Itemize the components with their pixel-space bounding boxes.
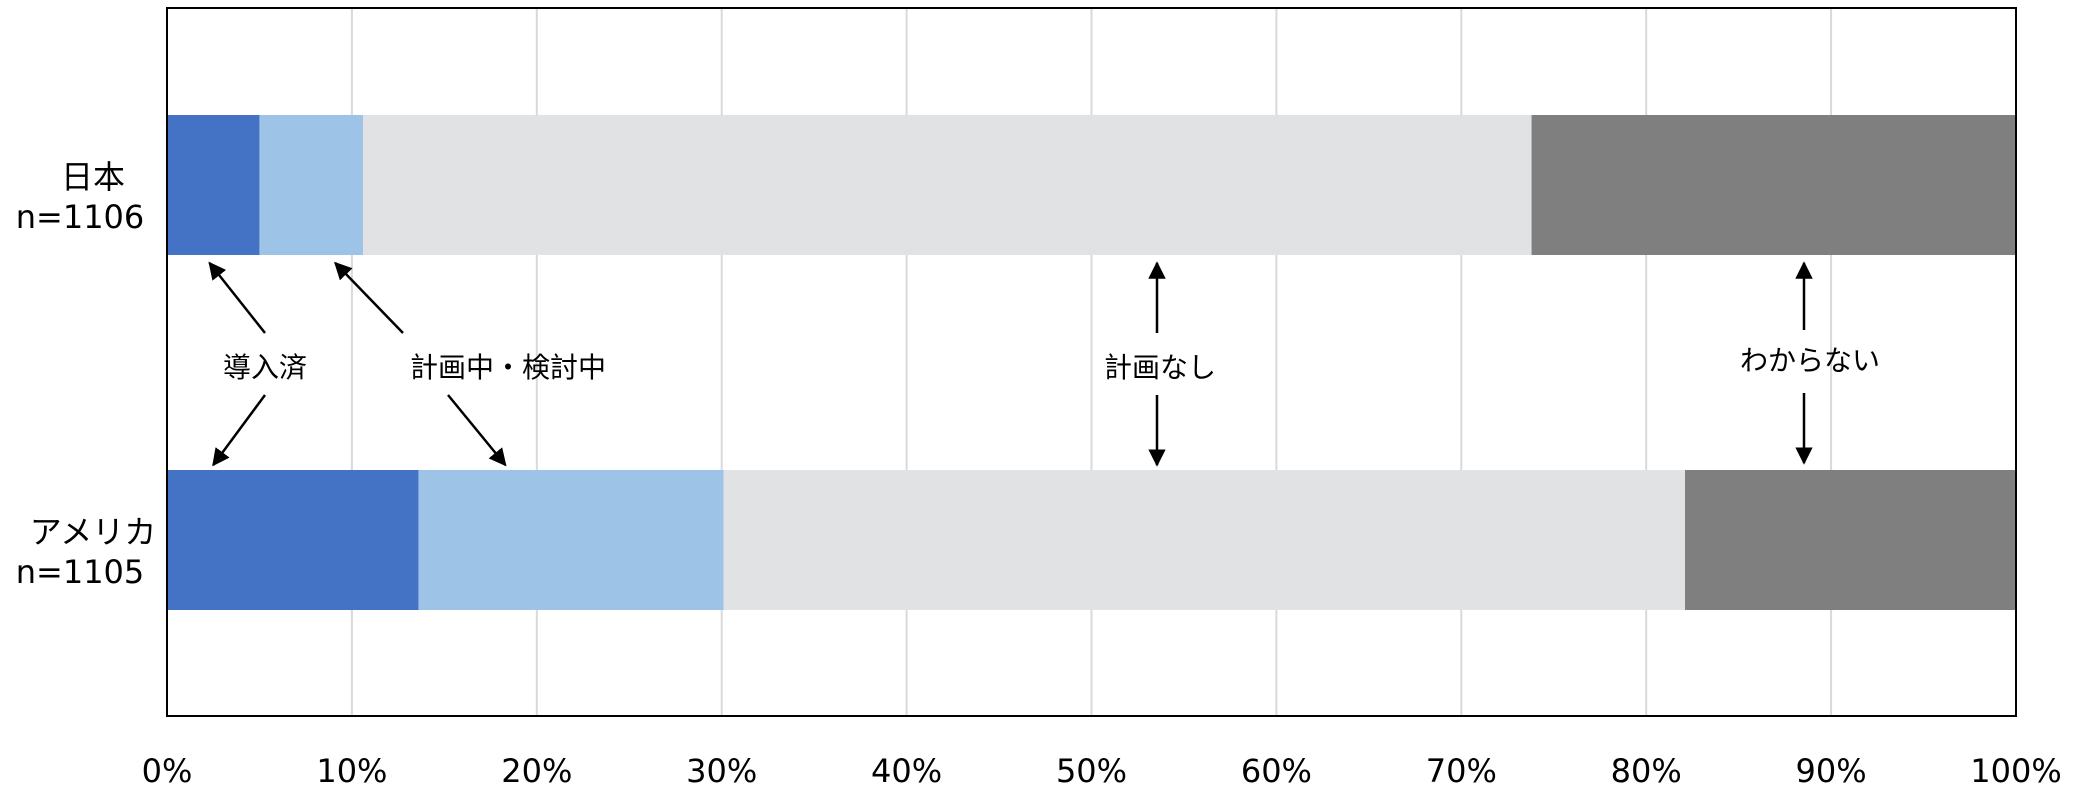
x-tick-label: 70% xyxy=(1426,752,1497,786)
x-tick-label: 50% xyxy=(1056,752,1127,786)
annotation-arrow xyxy=(208,261,266,334)
category-sample-size: n=1106 xyxy=(16,198,145,236)
bar-segment xyxy=(723,470,1686,610)
series-annotation-label: 計画なし xyxy=(1104,351,1216,384)
bar-segment xyxy=(1685,470,2016,610)
x-tick-label: 40% xyxy=(871,752,942,786)
x-tick-label: 80% xyxy=(1611,752,1682,786)
x-tick-label: 20% xyxy=(501,752,572,786)
series-annotation-label: わからない xyxy=(1740,344,1880,377)
bar-segment xyxy=(167,115,260,255)
x-tick-label: 30% xyxy=(686,752,757,786)
series-annotation-label: 計画中・検討中 xyxy=(410,351,606,384)
x-tick-label: 10% xyxy=(316,752,387,786)
x-tick-label: 90% xyxy=(1796,752,1867,786)
category-sample-size: n=1105 xyxy=(16,553,145,591)
annotation-arrow xyxy=(212,394,267,467)
annotation-arrow xyxy=(334,261,404,334)
x-tick-label: 0% xyxy=(142,752,193,786)
plot-frame xyxy=(166,7,2017,717)
bar-segment xyxy=(259,115,363,255)
annotation-arrow xyxy=(447,394,507,467)
x-tick-label: 100% xyxy=(1970,752,2061,786)
bars xyxy=(167,115,2016,610)
x-tick-label: 60% xyxy=(1241,752,1312,786)
category-label: 日本 xyxy=(61,158,125,196)
bar-segment xyxy=(167,470,419,610)
annotations: 導入済 計画中・検討中 計画なし わからない xyxy=(208,261,1880,467)
category-label: アメリカ xyxy=(30,513,156,551)
bar-segment xyxy=(1531,115,2016,255)
bar-segment xyxy=(362,115,1532,255)
series-annotation-label: 導入済 xyxy=(223,351,307,384)
bar-segment xyxy=(418,470,724,610)
x-axis-ticks: 0% 10% 20% 30% 40% 50% 60% 70% 80% 90% 100% xyxy=(142,752,2062,786)
